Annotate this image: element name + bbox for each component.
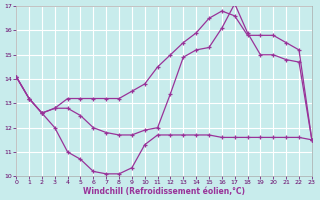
X-axis label: Windchill (Refroidissement éolien,°C): Windchill (Refroidissement éolien,°C) [83, 187, 245, 196]
